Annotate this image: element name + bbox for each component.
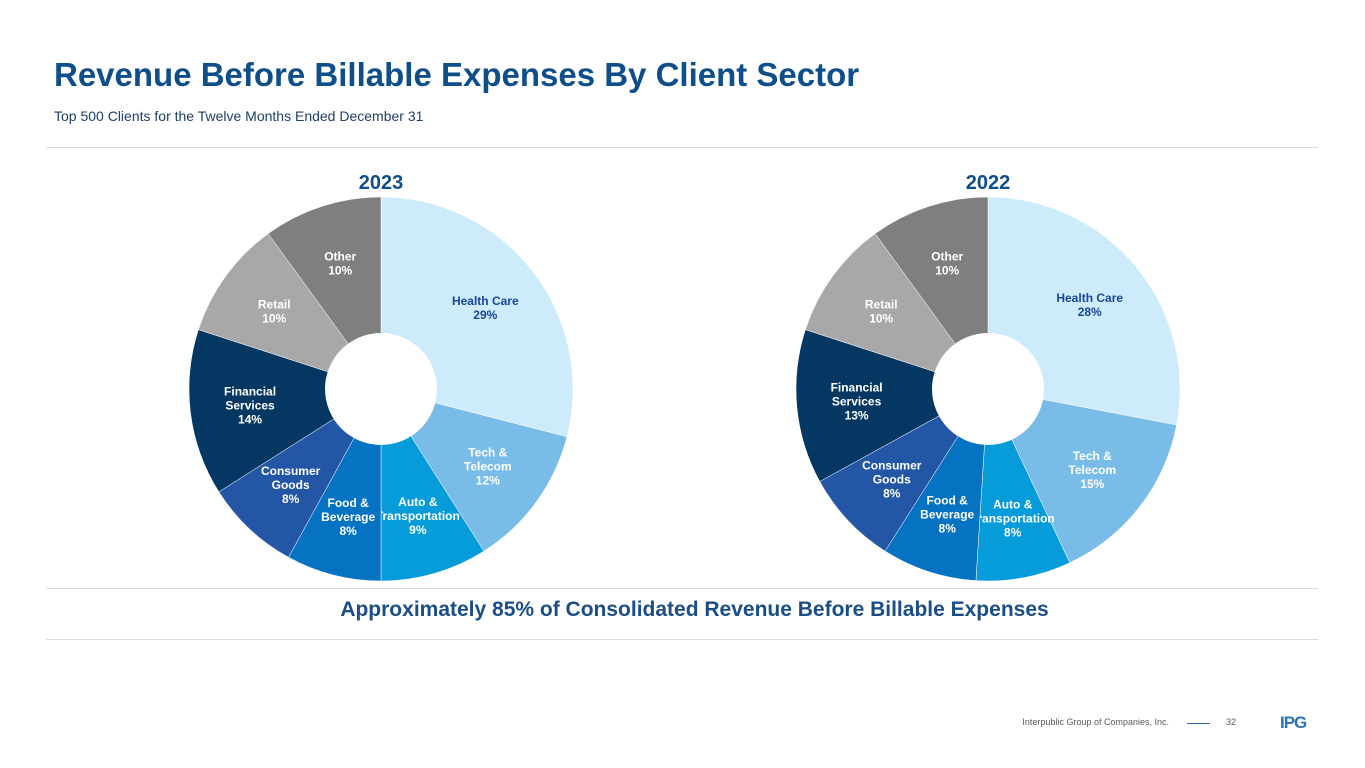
- chart-title-2023: 2023: [359, 172, 404, 194]
- footer-company: Interpublic Group of Companies, Inc.: [1022, 717, 1169, 727]
- slice-retail-2022: [805, 233, 989, 390]
- slice-financial-services-2023: [188, 329, 382, 493]
- slice-label-retail-2022: Retail 10%: [865, 297, 898, 325]
- page-subtitle: Top 500 Clients for the Twelve Months En…: [54, 108, 424, 124]
- slice-label-retail-2023: Retail 10%: [258, 297, 291, 325]
- chart-title-2022: 2022: [966, 172, 1011, 194]
- slice-label-food-and-beverage-2022: Food & Beverage 8%: [920, 494, 974, 536]
- ipg-logo: IPG: [1280, 713, 1307, 732]
- slice-label-financial-services-2023: Financial Services 14%: [224, 385, 276, 427]
- page-number: 32: [1226, 717, 1237, 727]
- slice-label-other-2022: Other 10%: [931, 249, 963, 277]
- slice-label-auto-and-transportation-2022: Auto & Transportation 8%: [971, 498, 1055, 540]
- slice-tech-and-telecom-2022: [987, 388, 1177, 564]
- slice-retail-2023: [198, 233, 382, 390]
- slice-label-tech-and-telecom-2022: Tech & Telecom 15%: [1068, 449, 1116, 491]
- slice-consumer-goods-2023: [218, 388, 382, 558]
- donut-hole-2023: [325, 333, 437, 445]
- donut-chart-2022: 2022 Health Care 28% Tech & Telecom 15% Auto &…: [788, 165, 1188, 587]
- slice-label-consumer-goods-2022: Consumer Goods 8%: [862, 458, 922, 500]
- donut-chart-2022-svg: 2022 Health Care 28% Tech & Telecom 15% Auto &…: [795, 172, 1181, 582]
- slice-label-financial-services-2022: Financial Services 13%: [831, 380, 883, 422]
- slice-label-auto-and-transportation-2023: Auto & Transportation 9%: [376, 495, 460, 537]
- slice-label-tech-and-telecom-2023: Tech & Telecom 12%: [464, 446, 512, 488]
- slice-label-health-care-2022: Health Care 28%: [1056, 291, 1123, 319]
- donut-hole-2022: [932, 333, 1044, 445]
- page-title: Revenue Before Billable Expenses By Clie…: [54, 56, 860, 93]
- slice-label-food-and-beverage-2023: Food & Beverage 8%: [321, 496, 375, 538]
- slice-financial-services-2022: [795, 329, 989, 482]
- donut-chart-2023: 2023 Health Care 29% Tech & Telecom 12% Auto &…: [181, 165, 581, 587]
- divider-bottom: [46, 639, 1318, 640]
- footer-separator: [1187, 723, 1210, 724]
- slice-label-consumer-goods-2023: Consumer Goods 8%: [261, 464, 321, 506]
- slice-tech-and-telecom-2023: [380, 388, 568, 552]
- slice-label-health-care-2023: Health Care 29%: [452, 294, 519, 322]
- slice-label-other-2023: Other 10%: [324, 249, 356, 277]
- slice-consumer-goods-2022: [819, 388, 989, 552]
- divider-top: [46, 147, 1318, 148]
- summary-statement: Approximately 85% of Consolidated Revenu…: [340, 598, 1049, 621]
- donut-chart-2023-svg: 2023 Health Care 29% Tech & Telecom 12%Auto &…: [188, 172, 574, 582]
- divider-middle: [46, 588, 1318, 589]
